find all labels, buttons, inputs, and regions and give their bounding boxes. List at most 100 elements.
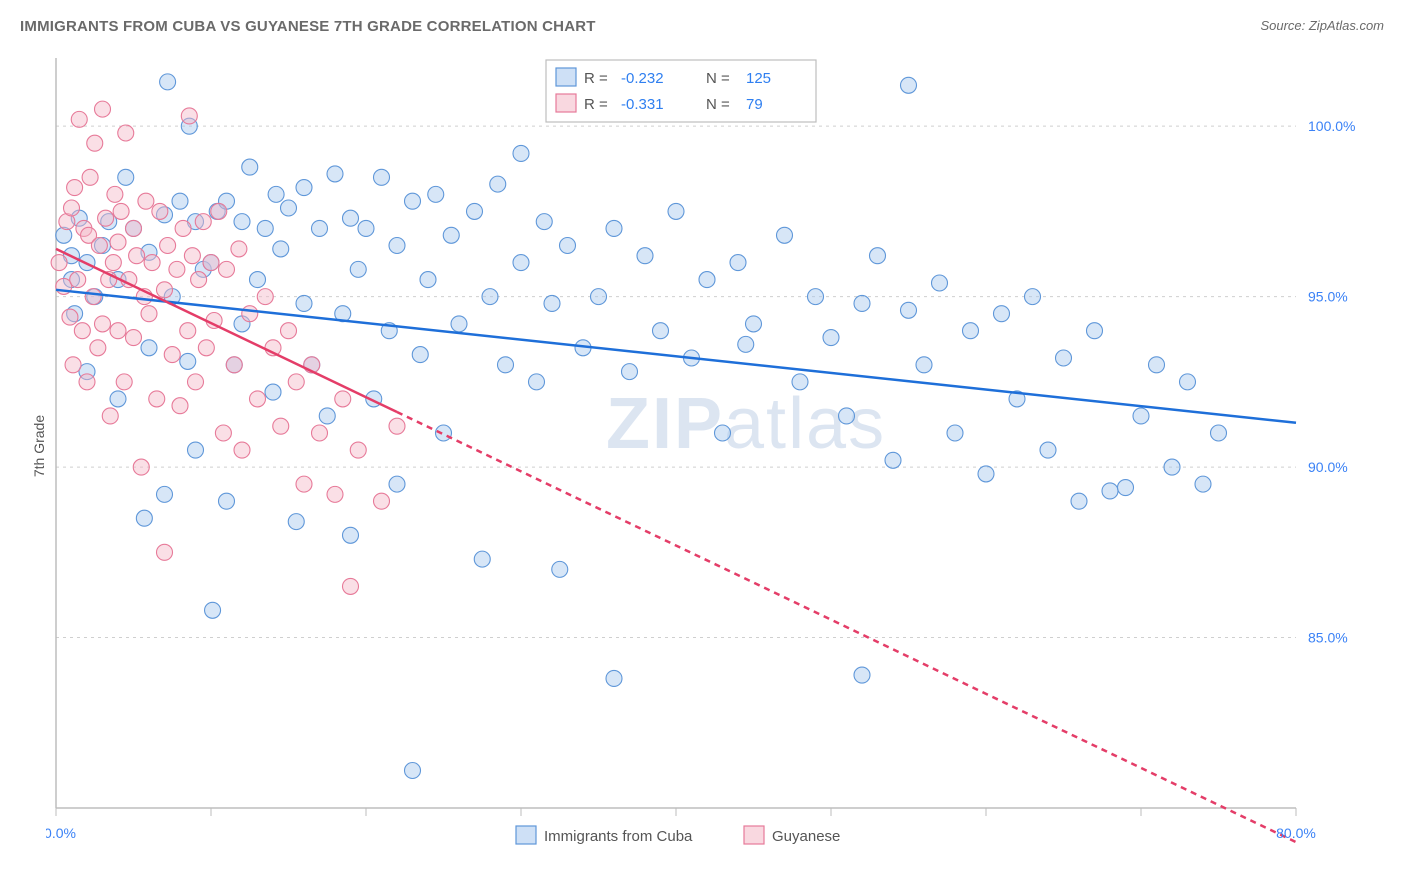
scatter-point-cuba	[188, 442, 204, 458]
scatter-point-guyanese	[129, 248, 145, 264]
scatter-point-cuba	[482, 289, 498, 305]
scatter-point-guyanese	[242, 306, 258, 322]
scatter-point-guyanese	[231, 241, 247, 257]
scatter-point-cuba	[312, 220, 328, 236]
scatter-point-cuba	[118, 169, 134, 185]
chart-title: IMMIGRANTS FROM CUBA VS GUYANESE 7TH GRA…	[20, 18, 596, 35]
scatter-point-guyanese	[180, 323, 196, 339]
scatter-point-guyanese	[374, 493, 390, 509]
scatter-point-cuba	[1071, 493, 1087, 509]
bottom-legend-swatch-guyanese	[744, 826, 764, 844]
scatter-point-cuba	[947, 425, 963, 441]
scatter-point-cuba	[513, 145, 529, 161]
legend-r-cuba: -0.232	[621, 70, 664, 87]
scatter-point-guyanese	[350, 442, 366, 458]
scatter-point-cuba	[273, 241, 289, 257]
scatter-point-cuba	[157, 486, 173, 502]
scatter-point-guyanese	[149, 391, 165, 407]
scatter-point-cuba	[1040, 442, 1056, 458]
svg-text:N =: N =	[706, 70, 730, 87]
scatter-point-guyanese	[219, 261, 235, 277]
scatter-point-cuba	[281, 200, 297, 216]
scatter-point-cuba	[715, 425, 731, 441]
scatter-point-cuba	[994, 306, 1010, 322]
scatter-point-cuba	[1180, 374, 1196, 390]
scatter-point-cuba	[1195, 476, 1211, 492]
scatter-point-guyanese	[64, 200, 80, 216]
scatter-point-guyanese	[327, 486, 343, 502]
trend-line-cuba	[56, 290, 1296, 423]
scatter-point-cuba	[839, 408, 855, 424]
scatter-point-cuba	[870, 248, 886, 264]
scatter-point-cuba	[234, 214, 250, 230]
scatter-point-cuba	[854, 667, 870, 683]
scatter-point-cuba	[653, 323, 669, 339]
legend-swatch-cuba	[556, 68, 576, 86]
scatter-point-cuba	[343, 210, 359, 226]
scatter-point-guyanese	[169, 261, 185, 277]
scatter-point-guyanese	[281, 323, 297, 339]
scatter-point-guyanese	[67, 180, 83, 196]
scatter-point-cuba	[792, 374, 808, 390]
scatter-point-cuba	[498, 357, 514, 373]
scatter-point-cuba	[622, 364, 638, 380]
scatter-point-cuba	[257, 220, 273, 236]
y-axis-label: 7th Grade	[31, 415, 47, 477]
scatter-point-guyanese	[226, 357, 242, 373]
scatter-point-guyanese	[175, 220, 191, 236]
scatter-point-guyanese	[113, 203, 129, 219]
bottom-legend-label-guyanese: Guyanese	[772, 828, 840, 845]
scatter-point-guyanese	[71, 111, 87, 127]
scatter-point-cuba	[1087, 323, 1103, 339]
scatter-point-cuba	[268, 186, 284, 202]
scatter-point-cuba	[552, 561, 568, 577]
scatter-point-guyanese	[133, 459, 149, 475]
scatter-point-cuba	[420, 272, 436, 288]
scatter-point-guyanese	[257, 289, 273, 305]
scatter-point-cuba	[358, 220, 374, 236]
scatter-point-cuba	[637, 248, 653, 264]
scatter-point-guyanese	[389, 418, 405, 434]
scatter-point-cuba	[474, 551, 490, 567]
legend-swatch-guyanese	[556, 94, 576, 112]
scatter-point-guyanese	[335, 391, 351, 407]
scatter-point-guyanese	[160, 238, 176, 254]
x-tick-label: 80.0%	[1276, 825, 1316, 841]
scatter-point-cuba	[265, 384, 281, 400]
scatter-point-guyanese	[79, 374, 95, 390]
scatter-point-cuba	[172, 193, 188, 209]
y-tick-label: 95.0%	[1308, 289, 1348, 305]
y-tick-label: 100.0%	[1308, 118, 1355, 134]
scatter-point-cuba	[1102, 483, 1118, 499]
scatter-point-guyanese	[70, 272, 86, 288]
scatter-point-guyanese	[74, 323, 90, 339]
scatter-point-guyanese	[184, 248, 200, 264]
scatter-point-cuba	[746, 316, 762, 332]
bottom-legend-swatch-cuba	[516, 826, 536, 844]
scatter-point-guyanese	[195, 214, 211, 230]
y-tick-label: 85.0%	[1308, 630, 1348, 646]
scatter-point-cuba	[1149, 357, 1165, 373]
scatter-point-cuba	[205, 602, 221, 618]
scatter-point-cuba	[854, 295, 870, 311]
scatter-point-cuba	[141, 340, 157, 356]
scatter-point-guyanese	[138, 193, 154, 209]
scatter-point-cuba	[350, 261, 366, 277]
trend-line-guyanese-extrapolated	[397, 412, 1296, 842]
scatter-point-cuba	[160, 74, 176, 90]
scatter-point-guyanese	[203, 255, 219, 271]
scatter-point-guyanese	[191, 272, 207, 288]
scatter-point-guyanese	[144, 255, 160, 271]
scatter-point-cuba	[389, 476, 405, 492]
scatter-point-guyanese	[288, 374, 304, 390]
scatter-point-cuba	[738, 336, 754, 352]
scatter-point-guyanese	[312, 425, 328, 441]
scatter-point-guyanese	[181, 108, 197, 124]
scatter-point-guyanese	[105, 255, 121, 271]
scatter-point-guyanese	[110, 234, 126, 250]
svg-text:N =: N =	[706, 96, 730, 113]
scatter-point-guyanese	[110, 323, 126, 339]
scatter-point-cuba	[916, 357, 932, 373]
scatter-point-guyanese	[296, 476, 312, 492]
scatter-point-cuba	[467, 203, 483, 219]
